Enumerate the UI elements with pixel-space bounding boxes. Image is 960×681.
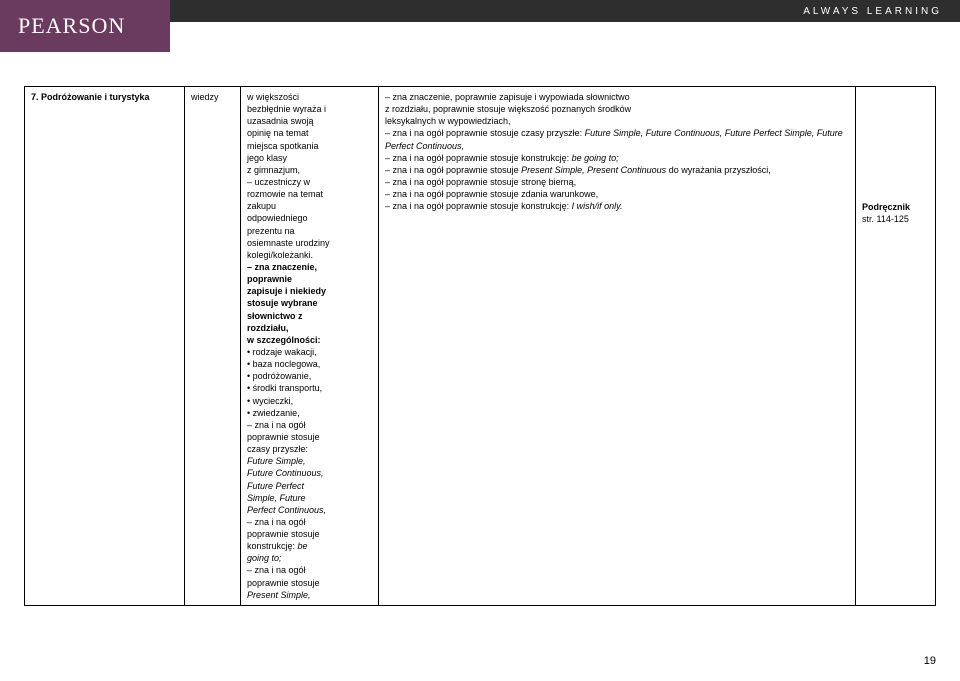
- bold-intro: – zna znaczenie, poprawnie zapisuje i ni…: [247, 261, 372, 346]
- table-row: 7. Podróżowanie i turystyka wiedzy w wię…: [25, 87, 936, 606]
- after-block-3: – zna i na ogół poprawnie stosuje Presen…: [247, 564, 372, 600]
- content-area: 7. Podróżowanie i turystyka wiedzy w wię…: [0, 52, 960, 616]
- row-number: 7.: [31, 92, 39, 102]
- cell-topic: 7. Podróżowanie i turystyka: [25, 87, 185, 606]
- brand-logo-text: PEARSON: [18, 13, 125, 39]
- brand-bar: PEARSON: [0, 0, 170, 52]
- list-item: środki transportu,: [247, 382, 372, 394]
- cell-extended-level: – zna znaczenie, poprawnie zapisuje i wy…: [379, 87, 856, 606]
- curriculum-table: 7. Podróżowanie i turystyka wiedzy w wię…: [24, 86, 936, 606]
- tagline-text: ALWAYS LEARNING: [803, 6, 942, 17]
- cell-category: wiedzy: [185, 87, 241, 606]
- category-text: wiedzy: [191, 92, 219, 102]
- after-block-1: – zna i na ogół poprawnie stosuje czasy …: [247, 419, 372, 516]
- list-item: baza noclegowa,: [247, 358, 372, 370]
- ref-label: Podręcznik: [862, 202, 910, 212]
- after-block-2: – zna i na ogół poprawnie stosuje konstr…: [247, 516, 372, 565]
- cell-reference: Podręcznik str. 114-125: [856, 87, 936, 606]
- list-item: rodzaje wakacji,: [247, 346, 372, 358]
- top-stripe: ALWAYS LEARNING: [170, 0, 960, 22]
- bullet-list: rodzaje wakacji, baza noclegowa, podróżo…: [247, 346, 372, 419]
- ref-pages: str. 114-125: [862, 214, 909, 224]
- list-item: zwiedzanie,: [247, 407, 372, 419]
- list-item: podróżowanie,: [247, 370, 372, 382]
- row-title: Podróżowanie i turystyka: [41, 92, 150, 102]
- page-number: 19: [924, 655, 936, 667]
- list-item: wycieczki,: [247, 395, 372, 407]
- intro-block: w większości bezbłędnie wyraża i uzasadn…: [247, 91, 372, 261]
- cell-basic-level: w większości bezbłędnie wyraża i uzasadn…: [241, 87, 379, 606]
- page-header: PEARSON ALWAYS LEARNING: [0, 0, 960, 52]
